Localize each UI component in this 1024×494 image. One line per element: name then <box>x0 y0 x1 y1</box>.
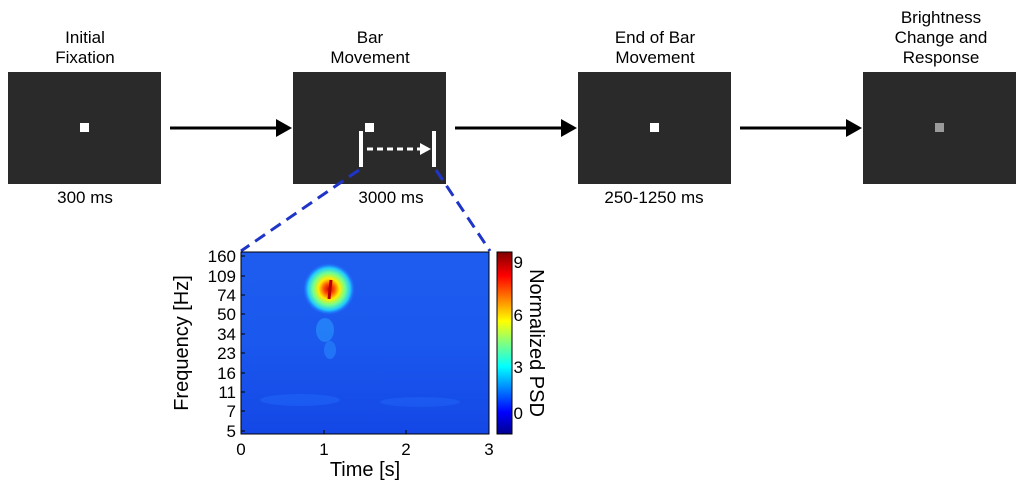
stage-title-bar-movement: Bar Movement <box>305 28 435 68</box>
stage-arrow <box>455 119 577 137</box>
stage-title-line: Brightness <box>900 8 982 27</box>
x-tick-label: 1 <box>319 440 328 459</box>
y-axis-ticks <box>241 255 245 432</box>
stage-title-end-of-bar-movement: End of Bar Movement <box>588 28 722 68</box>
stage-arrow <box>170 119 292 137</box>
x-axis-ticks <box>240 430 490 434</box>
fixation-point <box>80 123 89 132</box>
y-tick-label: 109 <box>208 267 236 286</box>
colorbar-tick-label: 0 <box>514 404 523 423</box>
screen-bar-movement <box>293 72 446 184</box>
colorbar-tick-label: 3 <box>514 358 523 377</box>
fixation-point <box>650 123 659 132</box>
x-tick-label: 0 <box>236 440 245 459</box>
screen-initial-fixation <box>8 72 161 184</box>
moving-bar <box>359 131 436 167</box>
stage-title-line: Fixation <box>55 48 115 67</box>
stage-title-brightness-change: Brightness Change and Response <box>868 8 1014 68</box>
colorbar-tick-label: 9 <box>514 253 523 272</box>
y-tick-label: 16 <box>217 364 236 383</box>
stage-title-line: End of Bar <box>614 28 696 47</box>
x-tick-label: 3 <box>484 440 493 459</box>
stage-duration: 250-1250 ms <box>604 188 704 207</box>
y-axis-label: Frequency [Hz] <box>171 275 193 411</box>
y-tick-label: 5 <box>227 422 236 441</box>
spectrogram-background <box>241 252 489 434</box>
stage-title-line: Change and <box>894 28 988 47</box>
fixation-point <box>365 123 374 132</box>
stage-title-line: Response <box>902 48 980 67</box>
colorbar-tick-label: 6 <box>514 306 523 325</box>
stage-arrow <box>740 119 862 137</box>
spectrogram <box>240 251 490 435</box>
x-axis-label: Time [s] <box>330 459 400 481</box>
stage-title-initial-fixation: Initial Fixation <box>20 28 150 68</box>
stage-duration: 300 ms <box>57 188 113 207</box>
y-tick-label: 11 <box>218 383 236 402</box>
colorbar-label: Normalized PSD <box>525 269 547 417</box>
dimmed-fixation-point <box>935 123 944 132</box>
stage-duration: 3000 ms <box>358 188 424 207</box>
y-tick-label: 7 <box>227 402 236 421</box>
stage-title-line: Initial <box>65 28 105 47</box>
screen-brightness-change <box>863 72 1016 184</box>
y-tick-label: 23 <box>217 344 236 363</box>
y-tick-label: 50 <box>217 305 236 324</box>
x-tick-label: 2 <box>401 440 410 459</box>
colorbar <box>496 251 513 435</box>
screen-end-of-bar-movement <box>578 72 731 184</box>
zoom-lines <box>240 168 492 253</box>
stage-title-line: Movement <box>615 48 695 67</box>
stage-title-line: Movement <box>330 48 410 67</box>
y-tick-label: 74 <box>217 286 236 305</box>
y-tick-label: 34 <box>217 325 236 344</box>
y-tick-label: 160 <box>208 247 236 266</box>
stage-title-line: Bar <box>356 28 384 47</box>
